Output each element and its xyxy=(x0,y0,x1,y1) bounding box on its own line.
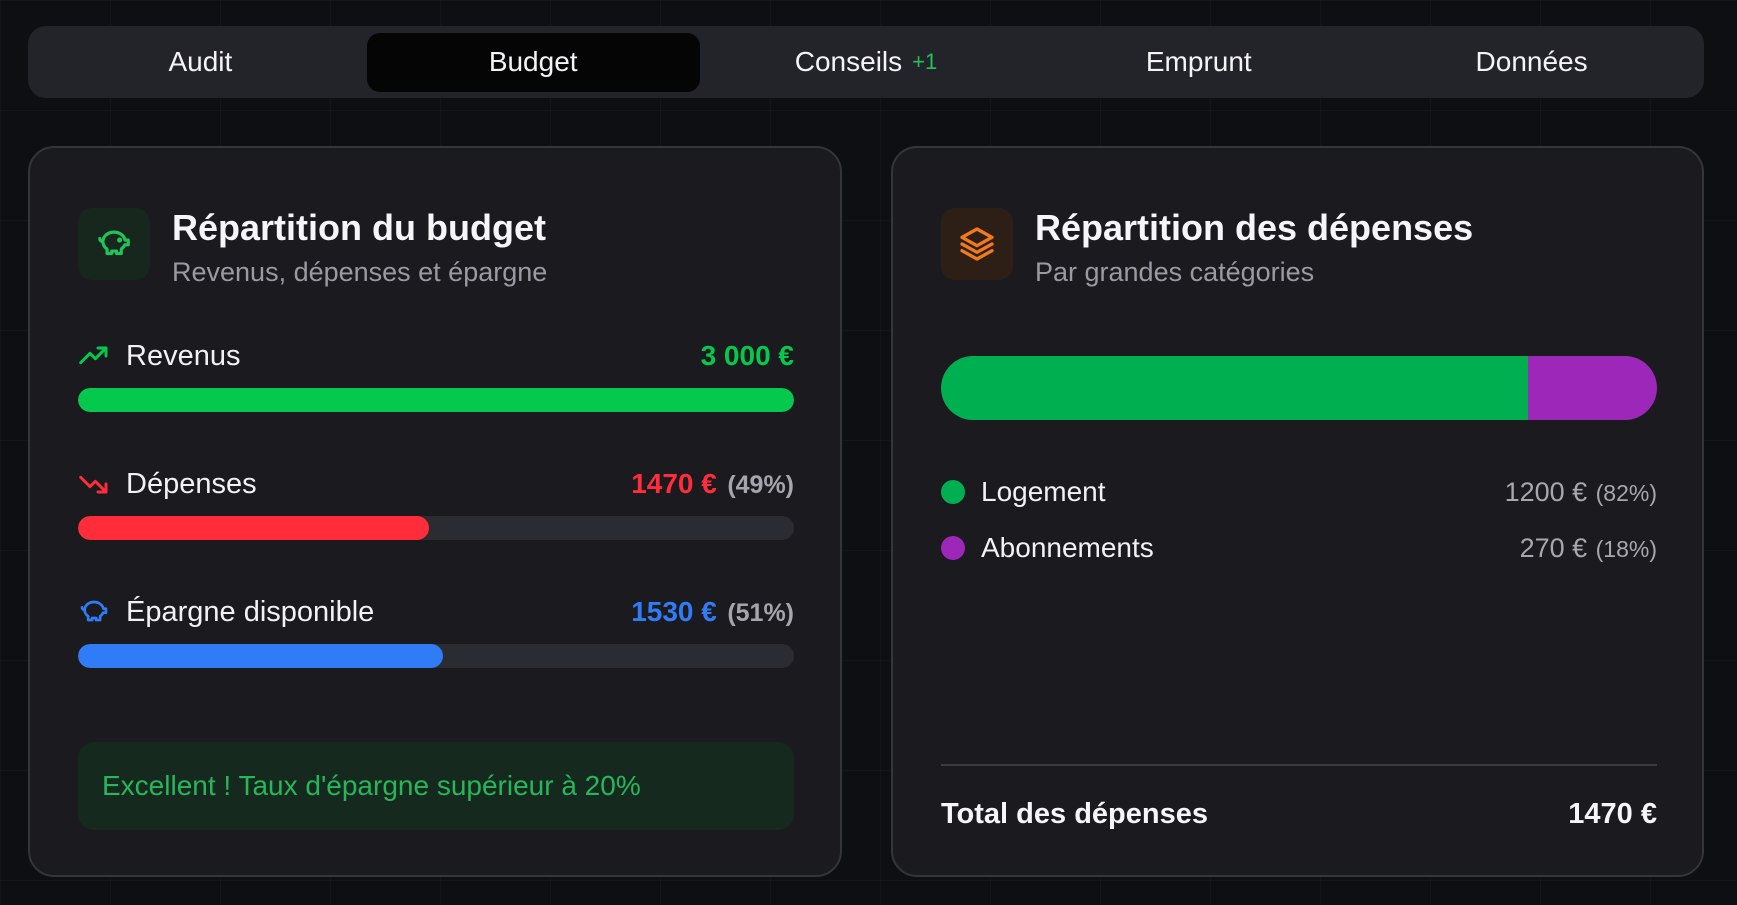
tab-label: Audit xyxy=(168,46,233,77)
legend-label: Logement xyxy=(981,476,1106,507)
card-title: Répartition des dépenses xyxy=(1035,207,1474,248)
layers-icon xyxy=(941,208,1013,280)
total-value: 1470 € xyxy=(1568,797,1657,830)
card-title: Répartition du budget xyxy=(172,207,546,248)
tab-label: Emprunt xyxy=(1145,46,1252,77)
tab-emprunt[interactable]: Emprunt xyxy=(1032,33,1365,92)
legend-value: 1200 € xyxy=(1504,476,1588,507)
row-label: Dépenses xyxy=(126,467,257,500)
row-value: 1470 € xyxy=(631,468,717,499)
legend-label: Abonnements xyxy=(981,532,1154,563)
legend-dot xyxy=(941,480,965,504)
row-label: Revenus xyxy=(126,339,241,372)
tab-label: Conseils xyxy=(794,46,903,77)
budget-card: Répartition du budget Revenus, dépenses … xyxy=(28,146,842,877)
tab-audit[interactable]: Audit xyxy=(34,33,367,92)
budget-row-depenses: Dépenses 1470 € (49%) xyxy=(78,464,794,540)
tab-badge: +1 xyxy=(912,49,938,74)
legend-percent: (18%) xyxy=(1595,535,1657,562)
legend-dot xyxy=(941,536,965,560)
card-subtitle: Par grandes catégories xyxy=(1035,257,1315,287)
card-subtitle: Revenus, dépenses et épargne xyxy=(172,257,548,287)
tab-donnees[interactable]: Données xyxy=(1365,33,1698,92)
legend-value: 270 € xyxy=(1519,532,1588,563)
stacked-bar-segment-abonnements xyxy=(1528,356,1657,420)
progress-track xyxy=(78,516,794,540)
expense-card: Répartition des dépenses Par grandes cat… xyxy=(891,146,1704,877)
tab-budget[interactable]: Budget xyxy=(366,32,700,92)
tab-label: Budget xyxy=(488,46,578,77)
row-value: 3 000 € xyxy=(700,340,794,371)
progress-track xyxy=(78,388,794,412)
divider xyxy=(941,764,1657,766)
total-label: Total des dépenses xyxy=(941,797,1208,830)
trending-up-icon xyxy=(79,346,108,365)
row-value: 1530 € xyxy=(631,596,717,627)
progress-track xyxy=(78,644,794,668)
tab-bar: Audit Budget Conseils +1 Emprunt Données xyxy=(28,26,1704,98)
row-percent: (51%) xyxy=(727,599,794,627)
row-percent: (49%) xyxy=(727,471,794,499)
stacked-bar-segment-logement xyxy=(941,356,1529,420)
legend-item-abonnements: Abonnements 270 € (18%) xyxy=(941,528,1657,568)
savings-notice: Excellent ! Taux d'épargne supérieur à 2… xyxy=(78,742,794,830)
legend-percent: (82%) xyxy=(1595,479,1657,506)
card-header: Répartition du budget Revenus, dépenses … xyxy=(78,207,548,290)
progress-fill xyxy=(78,516,429,540)
stacked-bar xyxy=(941,356,1657,420)
legend-item-logement: Logement 1200 € (82%) xyxy=(941,472,1657,512)
piggy-bank-icon xyxy=(80,600,108,622)
total-row: Total des dépenses 1470 € xyxy=(941,788,1657,840)
progress-fill xyxy=(78,644,444,668)
progress-fill xyxy=(78,388,794,412)
row-label: Épargne disponible xyxy=(126,595,375,628)
tab-conseils[interactable]: Conseils +1 xyxy=(700,33,1033,92)
trending-down-icon xyxy=(79,475,108,494)
budget-row-revenus: Revenus 3 000 € xyxy=(78,336,794,412)
piggy-bank-icon xyxy=(78,208,150,280)
budget-row-epargne: Épargne disponible 1530 € (51%) xyxy=(78,592,794,668)
tab-label: Données xyxy=(1475,46,1588,77)
card-header: Répartition des dépenses Par grandes cat… xyxy=(941,207,1474,290)
